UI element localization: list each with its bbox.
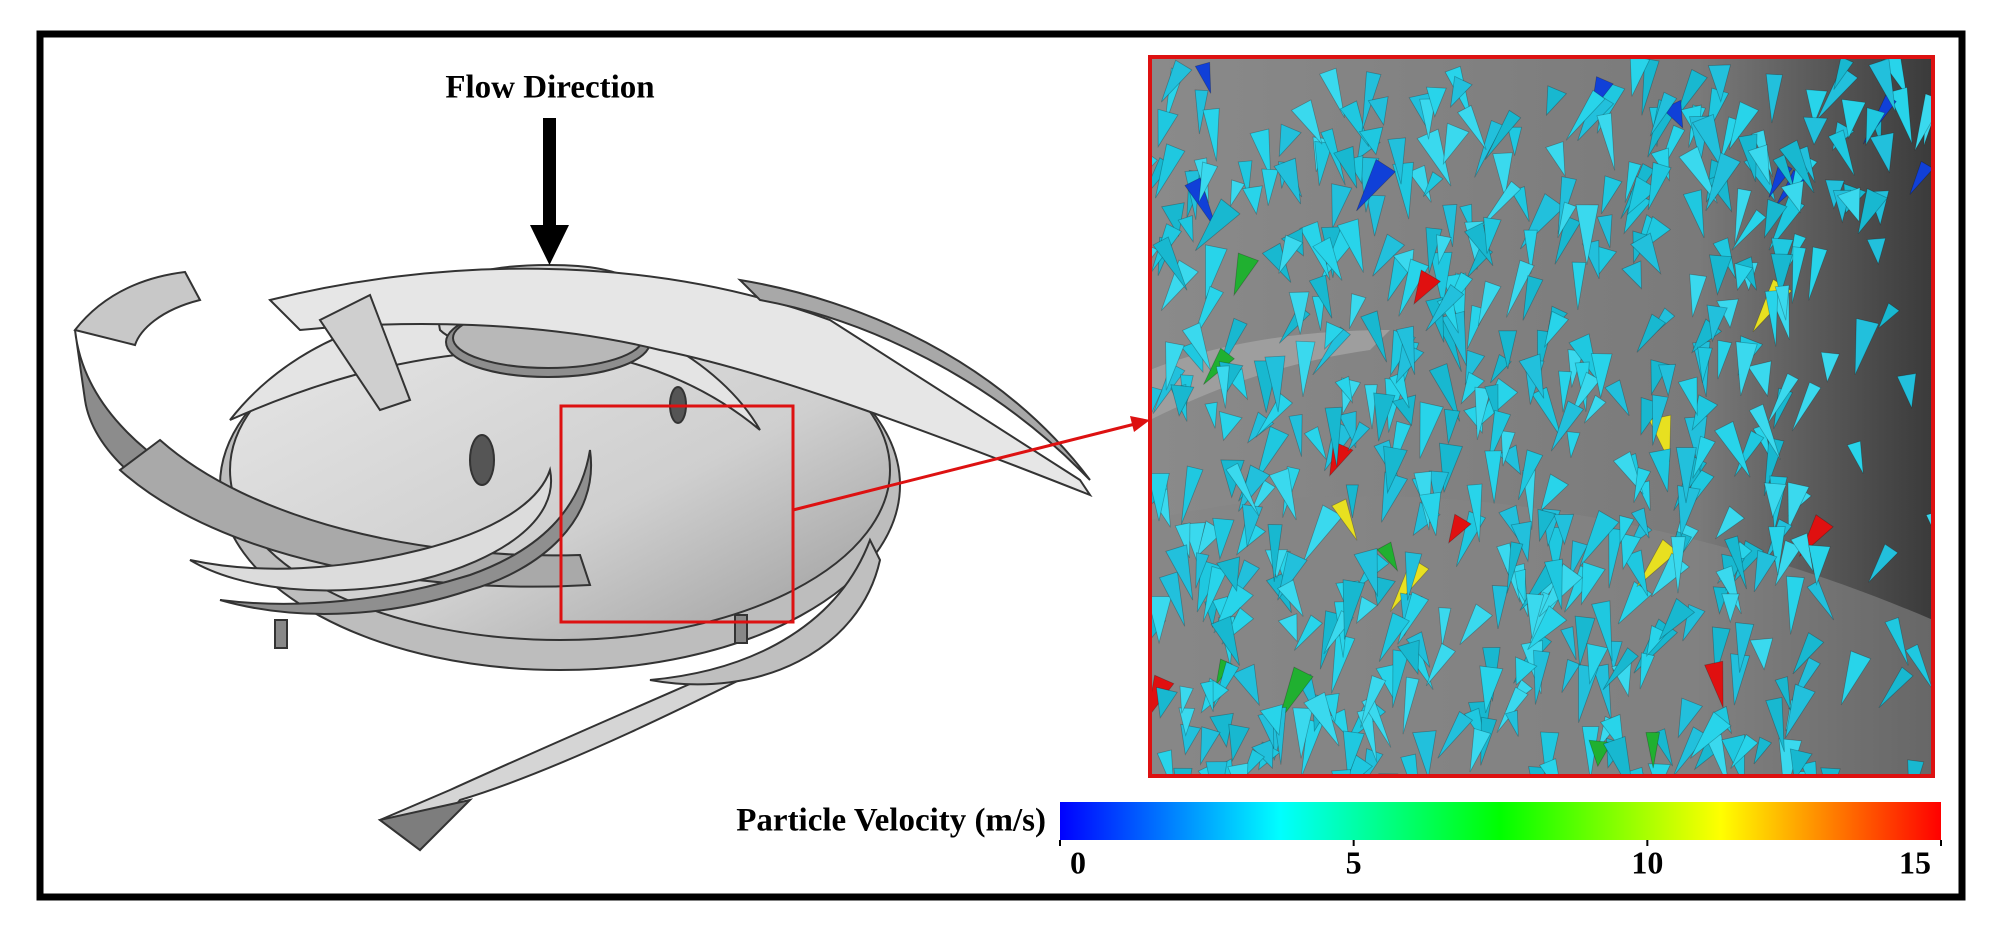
zoom-arrow	[792, 416, 1150, 512]
colorbar-tick-label: 5	[1346, 844, 1362, 880]
particle-inset	[1150, 57, 1933, 776]
flow-arrow	[530, 118, 569, 265]
colorbar-label: Particle Velocity (m/s)	[736, 803, 1046, 839]
annotation: Flow Direction	[445, 70, 654, 106]
zoom-box	[559, 404, 795, 624]
inset-border	[1148, 55, 1935, 778]
colorbar-tick-label: 10	[1631, 844, 1663, 880]
colorbar	[1060, 802, 1941, 840]
colorbar-tick-label: 15	[1899, 844, 1931, 880]
colorbar-ticks: 0 5 10 15	[1059, 840, 1942, 880]
colorbar-tick-label: 0	[1070, 844, 1086, 880]
